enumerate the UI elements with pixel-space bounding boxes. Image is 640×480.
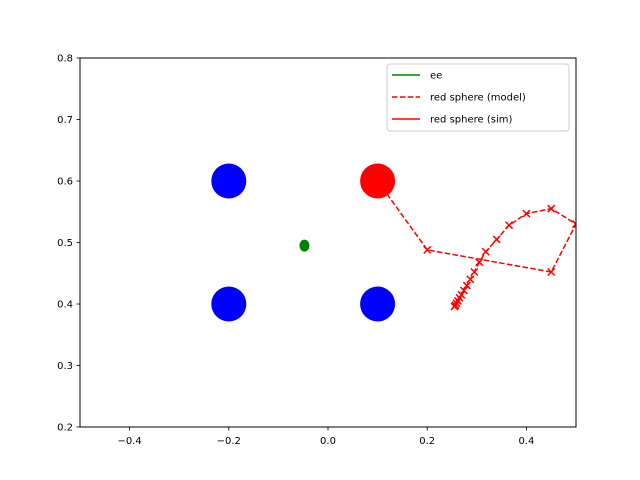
x-tick-label: 0.0: [320, 436, 336, 447]
legend-label-2: red sphere (sim): [430, 115, 512, 126]
data-layer: [211, 163, 576, 322]
x-tick-label: 0.4: [518, 436, 534, 447]
series-point-3: [571, 220, 576, 229]
series-point-9: [475, 258, 484, 267]
series-point-6: [505, 221, 514, 230]
legend-label-1: red sphere (model): [430, 93, 526, 104]
series-point-8: [481, 247, 490, 256]
series-point-19: [450, 302, 459, 311]
legend-box: [386, 63, 570, 132]
series-point-2: [547, 267, 556, 277]
sphere-blue-2: [360, 286, 396, 322]
y-tick-label: 0.3: [57, 361, 73, 372]
axis-layer: −0.4 −0.2 0.0 0.2 0.4 0.2 0.3 0.4 0.5 0.6 0.7 0.8: [57, 54, 534, 448]
y-tick-label: 0.4: [57, 300, 73, 311]
y-tick-label: 0.8: [57, 54, 73, 65]
series-point-12: [462, 281, 471, 290]
series-point-7: [492, 235, 501, 244]
series-point-4: [547, 204, 556, 213]
series-point-13: [459, 286, 468, 295]
series-point-10: [470, 267, 479, 277]
y-tick-label: 0.5: [57, 238, 73, 249]
sphere-blue-1: [211, 286, 247, 322]
legend: ee red sphere (model) red sphere (sim): [386, 63, 570, 132]
sphere-blue-0: [211, 163, 247, 199]
x-tick-label: −0.2: [217, 436, 241, 447]
x-tick-label: −0.4: [117, 436, 141, 447]
series-point-5: [522, 209, 531, 218]
ee-marker: [299, 239, 310, 252]
y-tick-label: 0.7: [57, 115, 73, 126]
series-point-1: [423, 245, 432, 254]
y-tick-label: 0.2: [57, 423, 73, 434]
series-point-11: [466, 275, 475, 284]
y-tick-label: 0.6: [57, 177, 73, 188]
x-tick-label: 0.2: [419, 436, 435, 447]
legend-label-0: ee: [430, 71, 442, 82]
